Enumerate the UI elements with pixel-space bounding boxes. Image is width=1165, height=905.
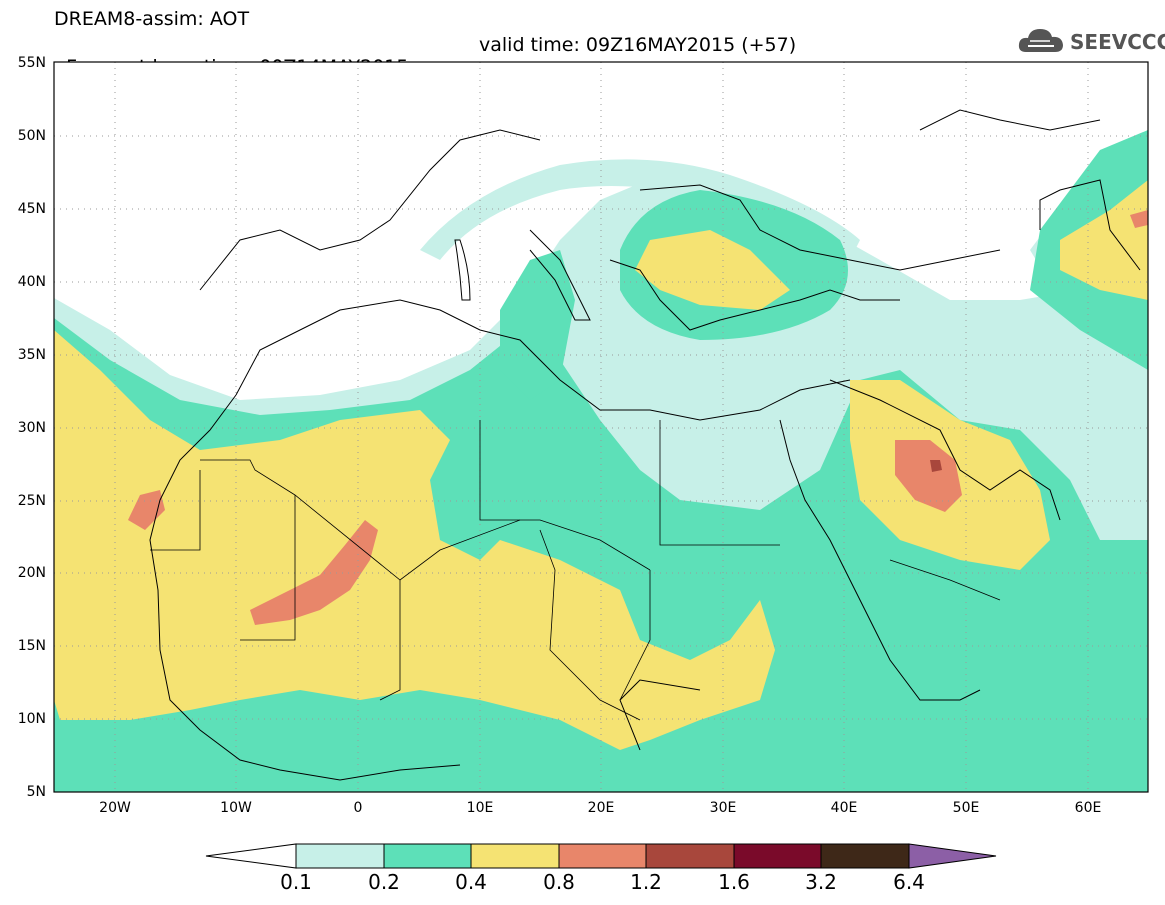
- aot-band-04-west: [54, 330, 775, 750]
- colorbar-label-1: 0.2: [368, 870, 400, 894]
- colorbar-label-2: 0.4: [455, 870, 487, 894]
- valid-time-label: valid time: 09Z16MAY2015 (+57): [479, 34, 797, 56]
- cloud-icon: [1018, 29, 1063, 52]
- lat-label-50n: 50N: [17, 128, 46, 144]
- aot-band-04-balkans: [635, 230, 790, 310]
- colorbar-label-5: 1.6: [718, 870, 750, 894]
- colorbar-label-7: 6.4: [893, 870, 925, 894]
- lat-label-10n: 10N: [17, 711, 46, 727]
- lon-label-10w: 10W: [220, 800, 252, 816]
- aot-band-08-westsahara: [128, 490, 165, 530]
- lon-label-20e: 20E: [587, 800, 615, 816]
- lat-label-40n: 40N: [17, 274, 46, 290]
- lat-label-45n: 45N: [17, 201, 46, 217]
- lat-label-55n: 55N: [17, 55, 46, 71]
- seevccc-logo: SEEVCCC: [1016, 24, 1165, 58]
- colorbar-label-4: 1.2: [630, 870, 662, 894]
- aot-band-08-arabia: [895, 440, 962, 512]
- aot-band-08-sahara: [250, 520, 378, 625]
- aot-band-12-arabia: [930, 460, 942, 472]
- aot-band-04-ne: [1060, 180, 1148, 300]
- lon-label-40e: 40E: [830, 800, 858, 816]
- lat-label-5n: 5N: [26, 784, 46, 800]
- colorbar-label-3: 0.8: [543, 870, 575, 894]
- lon-label-50e: 50E: [952, 800, 980, 816]
- graticule: [54, 62, 1148, 792]
- colorbar-label-0: 0.1: [280, 870, 312, 894]
- lat-label-25n: 25N: [17, 493, 46, 509]
- map-title: DREAM8-assim: AOT: [54, 8, 250, 30]
- aot-band-02-italy: [500, 250, 575, 400]
- lat-label-20n: 20N: [17, 565, 46, 581]
- lon-label-30e: 30E: [709, 800, 737, 816]
- lat-label-35n: 35N: [17, 347, 46, 363]
- aot-band-01-north: [420, 159, 860, 260]
- coastlines: [149, 109, 1141, 781]
- lat-label-30n: 30N: [17, 420, 46, 436]
- lon-label-20w: 20W: [99, 800, 131, 816]
- lon-label-0: 0: [353, 800, 363, 816]
- colorbar-label-6: 3.2: [805, 870, 837, 894]
- aot-band-08-east: [1130, 210, 1148, 228]
- logo-text: SEEVCCC: [1070, 30, 1165, 54]
- lon-label-60e: 60E: [1074, 800, 1102, 816]
- country-borders: [150, 420, 1001, 721]
- lon-label-10e: 10E: [466, 800, 494, 816]
- map-frame: [53, 61, 1149, 793]
- lat-label-15n: 15N: [17, 638, 46, 654]
